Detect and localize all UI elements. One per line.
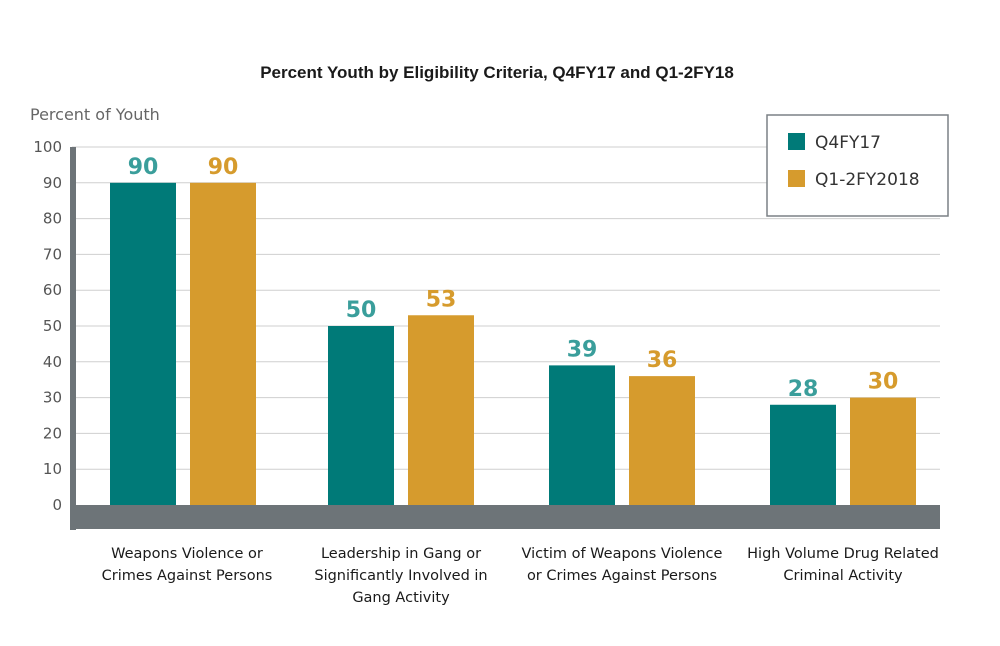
legend-label: Q4FY17 [815,133,881,153]
y-tick-label: 80 [43,210,62,228]
y-tick-label: 10 [43,460,62,478]
y-tick-label: 40 [43,353,62,371]
x-tick-label: Criminal Activity [783,568,903,584]
y-tick-labels: 0 10 20 30 40 50 60 70 80 90 100 [33,138,62,514]
bar [549,365,615,505]
bar [328,326,394,505]
legend: Q4FY17 Q1-2FY2018 [766,114,949,217]
y-tick-label: 70 [43,245,62,263]
bar [110,182,176,506]
bars [110,182,916,506]
data-label: 90 [128,155,159,180]
data-label: 28 [788,377,819,402]
x-tick-label: Crimes Against Persons [102,568,273,584]
x-tick-label: Significantly Involved in [314,568,487,584]
y-tick-label: 30 [43,389,62,407]
y-axis-line [70,147,76,530]
data-label: 36 [647,348,678,373]
y-tick-label: 0 [52,496,62,514]
x-tick-label: Weapons Violence or [111,546,263,562]
data-label: 50 [346,298,377,323]
category-labels: Weapons Violence or Crimes Against Person… [102,546,939,606]
x-tick-label: Leadership in Gang or [321,546,481,562]
legend-label: Q1-2FY2018 [815,170,920,190]
bar [850,397,916,505]
legend-swatch [788,133,805,150]
x-tick-label: High Volume Drug Related [747,546,939,562]
bar [770,404,836,505]
data-label: 90 [208,155,239,180]
y-tick-label: 90 [43,174,62,192]
chart-title: Percent Youth by Eligibility Criteria, Q… [260,63,734,82]
x-tick-label: Gang Activity [352,590,450,606]
bar [408,315,474,505]
y-tick-label: 100 [33,138,62,156]
value-labels: 90 50 39 28 90 53 36 30 [128,155,899,402]
legend-swatch [788,170,805,187]
x-tick-label: Victim of Weapons Violence [522,546,723,562]
x-axis-floor [70,505,940,529]
bar [190,182,256,506]
legend-box [766,114,949,217]
data-label: 39 [567,337,598,362]
y-tick-label: 20 [43,424,62,442]
data-label: 30 [868,370,899,395]
x-tick-label: or Crimes Against Persons [527,568,717,584]
y-tick-label: 50 [43,317,62,335]
y-axis-label: Percent of Youth [30,105,160,124]
y-tick-label: 60 [43,281,62,299]
data-label: 53 [426,287,457,312]
bar [629,376,695,505]
